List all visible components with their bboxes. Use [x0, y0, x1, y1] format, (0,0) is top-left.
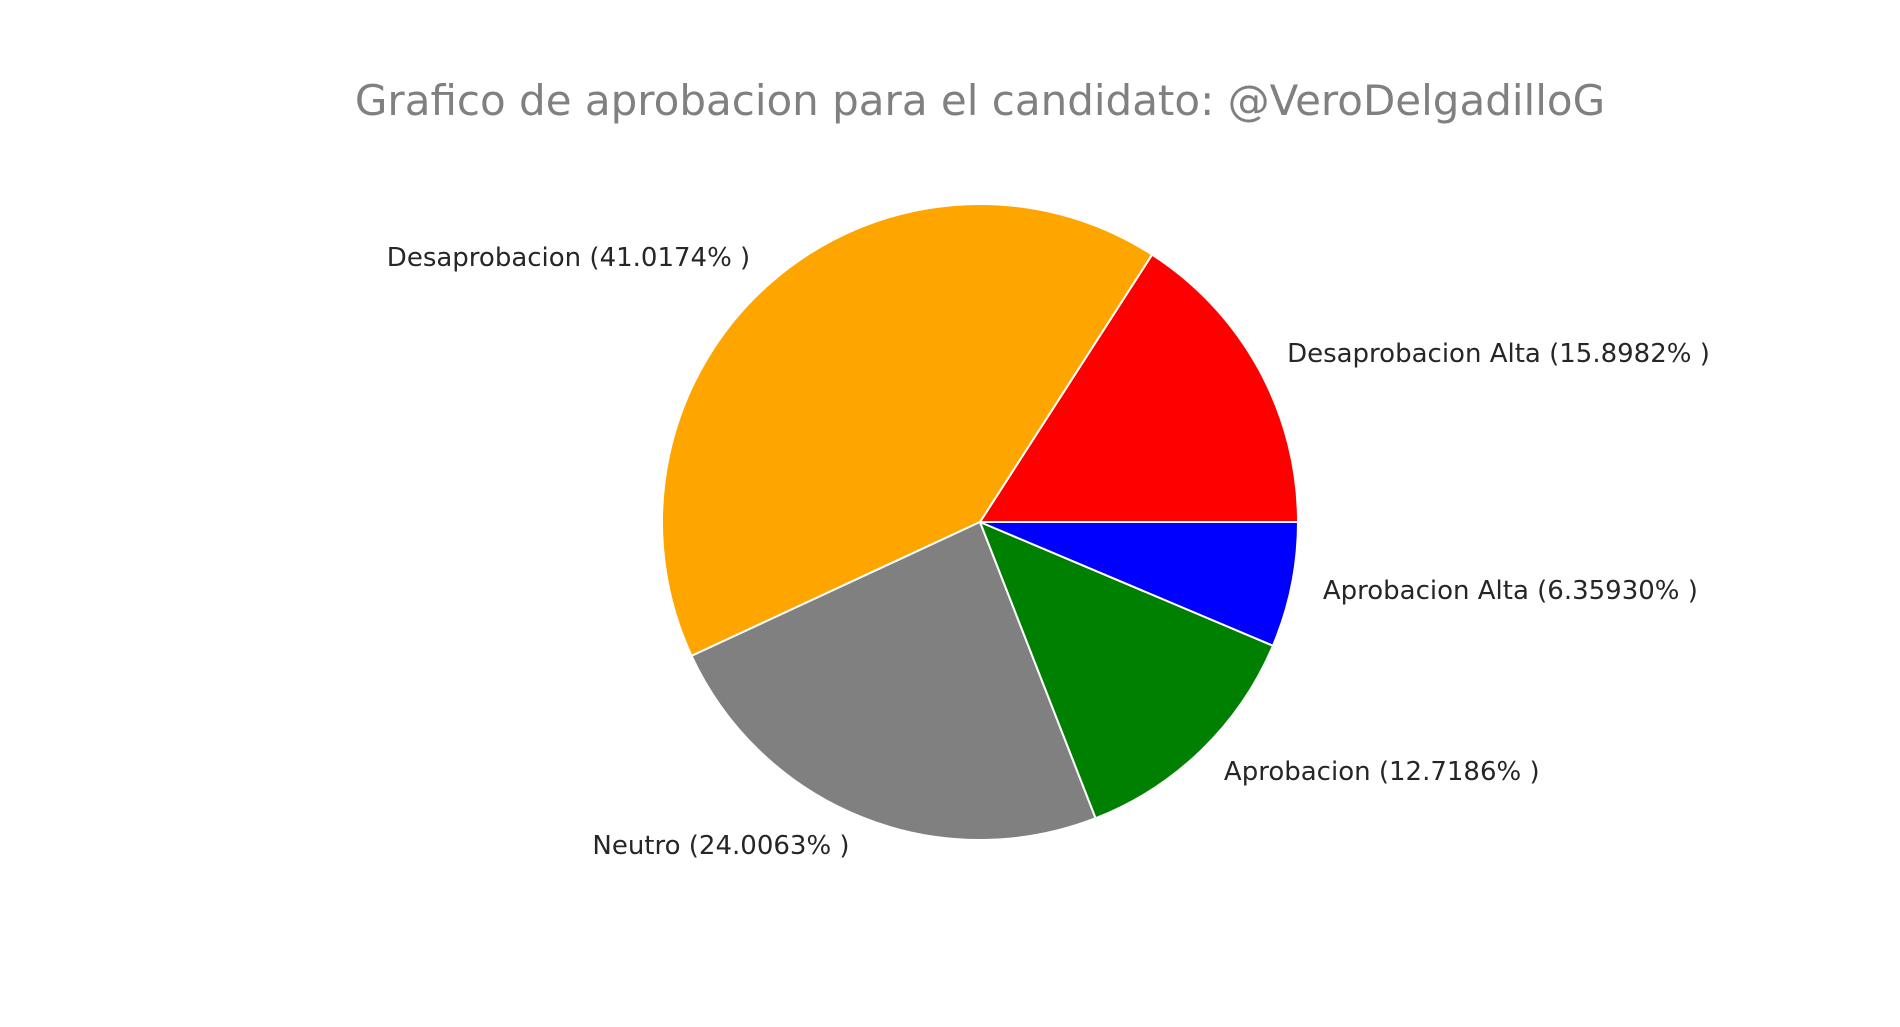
- slice-label-desaprobacion: Desaprobacion (41.0174% ): [387, 243, 750, 273]
- slice-label-aprobacion: Aprobacion (12.7186% ): [1224, 757, 1540, 787]
- pie-slice-aprobacion-alta: [979, 521, 1299, 647]
- pie-slice-neutro: [690, 521, 1097, 841]
- pie-slice-aprobacion: [979, 521, 1274, 820]
- slice-label-aprobacion-alta: Aprobacion Alta (6.35930% ): [1323, 576, 1698, 606]
- slice-label-desaprobacion-alta: Desaprobacion Alta (15.8982% ): [1287, 339, 1710, 369]
- pie-slice-desaprobacion: [661, 203, 1154, 657]
- pie-labels: Desaprobacion Alta (15.8982% ) Desaprobac…: [387, 243, 1710, 861]
- pie-slice-desaprobacion-alta: [979, 253, 1299, 523]
- pie-slices: [661, 203, 1299, 841]
- chart-title: Grafico de aprobacion para el candidato:…: [355, 76, 1605, 125]
- slice-label-neutro: Neutro (24.0063% ): [592, 831, 849, 861]
